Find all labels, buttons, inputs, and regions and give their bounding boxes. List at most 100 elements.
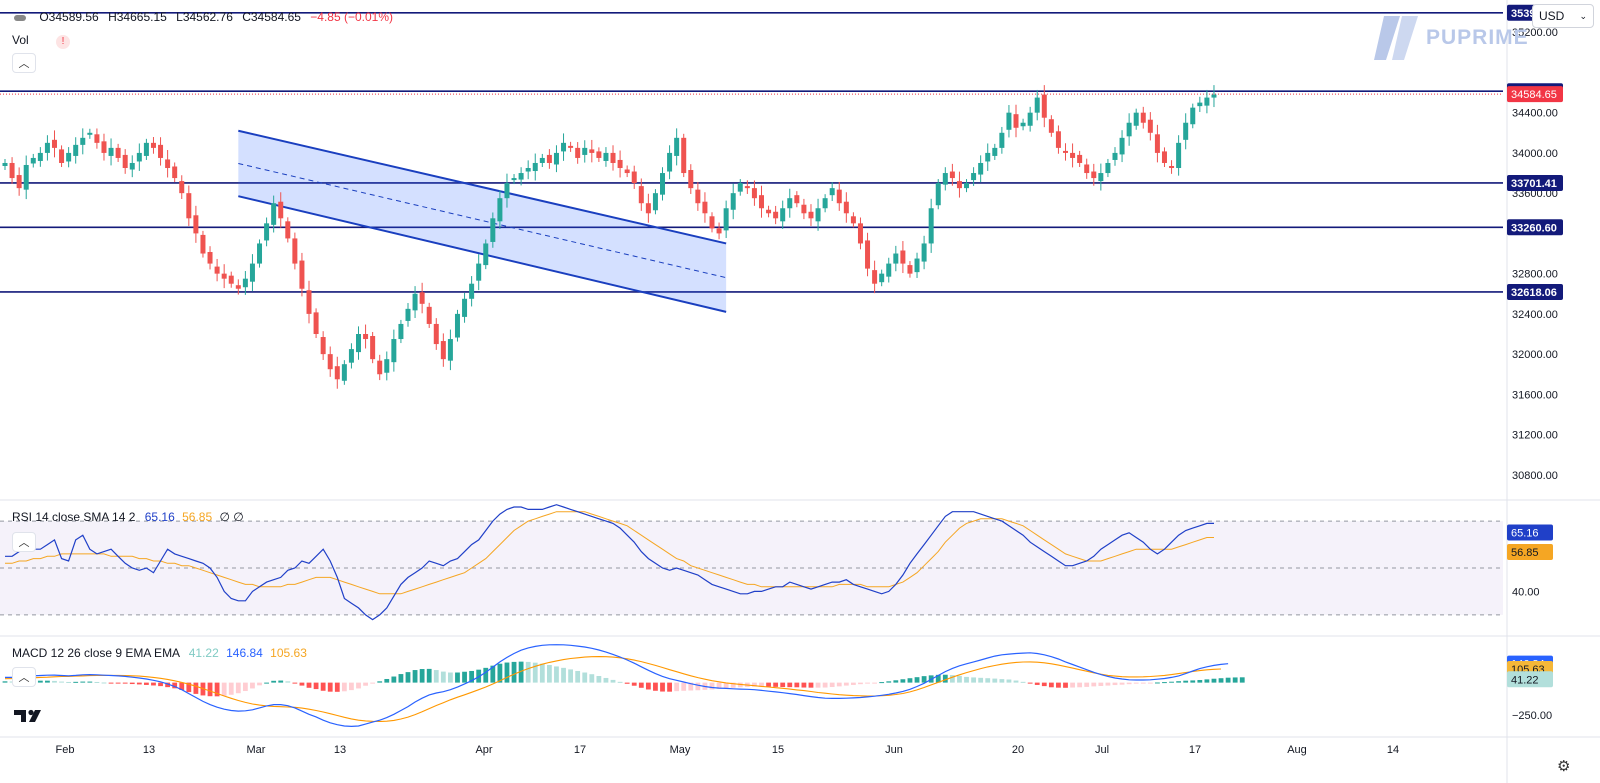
- candle[interactable]: [129, 162, 135, 170]
- candle[interactable]: [1105, 162, 1111, 174]
- candle[interactable]: [207, 252, 213, 264]
- candle[interactable]: [624, 169, 630, 174]
- candle[interactable]: [356, 334, 361, 353]
- candle[interactable]: [1190, 107, 1196, 125]
- candle[interactable]: [744, 186, 750, 189]
- candle[interactable]: [242, 278, 248, 288]
- candle[interactable]: [504, 183, 510, 199]
- candle[interactable]: [1126, 122, 1132, 137]
- candle[interactable]: [327, 354, 333, 370]
- candle[interactable]: [9, 162, 15, 179]
- candle[interactable]: [1077, 154, 1083, 163]
- candle[interactable]: [843, 201, 849, 214]
- candle[interactable]: [1112, 152, 1118, 160]
- candle[interactable]: [150, 142, 156, 148]
- candle[interactable]: [370, 336, 376, 360]
- candle[interactable]: [271, 203, 277, 225]
- candle[interactable]: [299, 260, 305, 289]
- candle[interactable]: [1091, 171, 1097, 179]
- candle[interactable]: [172, 166, 178, 179]
- candle[interactable]: [341, 364, 347, 381]
- channel-lower-line[interactable]: [238, 195, 727, 313]
- candle[interactable]: [872, 270, 878, 284]
- candle[interactable]: [1041, 94, 1047, 118]
- candle[interactable]: [94, 134, 100, 143]
- candle[interactable]: [1020, 122, 1026, 127]
- candle[interactable]: [391, 339, 397, 363]
- candle[interactable]: [674, 137, 680, 156]
- tradingview-logo[interactable]: [12, 707, 44, 730]
- candle[interactable]: [30, 157, 36, 164]
- candle[interactable]: [985, 152, 991, 162]
- candle[interactable]: [143, 142, 149, 156]
- candle[interactable]: [709, 216, 715, 229]
- candle[interactable]: [158, 144, 164, 158]
- candle[interactable]: [603, 152, 609, 161]
- candle[interactable]: [645, 203, 651, 214]
- candle[interactable]: [264, 223, 270, 241]
- candle[interactable]: [292, 238, 298, 264]
- candle[interactable]: [857, 223, 863, 244]
- candle[interactable]: [836, 189, 842, 204]
- candle[interactable]: [956, 181, 962, 189]
- candle[interactable]: [992, 147, 998, 156]
- candle[interactable]: [249, 263, 255, 282]
- candle[interactable]: [2, 162, 8, 166]
- candle[interactable]: [454, 313, 460, 338]
- candle[interactable]: [850, 216, 856, 224]
- candle[interactable]: [893, 253, 899, 264]
- candle[interactable]: [999, 132, 1005, 148]
- candle[interactable]: [16, 175, 22, 189]
- candle[interactable]: [978, 162, 984, 175]
- candle[interactable]: [638, 186, 644, 204]
- candle[interactable]: [773, 211, 779, 219]
- candle[interactable]: [865, 240, 871, 269]
- candle[interactable]: [660, 173, 666, 195]
- candle[interactable]: [1169, 165, 1175, 169]
- candle[interactable]: [1063, 150, 1068, 153]
- candle[interactable]: [115, 147, 121, 158]
- candle[interactable]: [1098, 173, 1104, 182]
- candle[interactable]: [221, 273, 227, 279]
- candle[interactable]: [235, 285, 241, 289]
- candle[interactable]: [1197, 102, 1203, 107]
- candle[interactable]: [1013, 114, 1019, 128]
- candle[interactable]: [214, 266, 220, 274]
- candle[interactable]: [617, 159, 623, 169]
- currency-select[interactable]: USD ⌄: [1532, 4, 1594, 28]
- candle[interactable]: [1048, 119, 1054, 133]
- candle[interactable]: [1006, 112, 1012, 130]
- candle[interactable]: [278, 201, 284, 219]
- candle[interactable]: [313, 312, 319, 335]
- candle[interactable]: [935, 183, 941, 206]
- candle[interactable]: [1055, 131, 1061, 148]
- candle[interactable]: [695, 189, 701, 204]
- candle[interactable]: [1211, 94, 1217, 98]
- candle[interactable]: [525, 168, 531, 172]
- candle[interactable]: [596, 151, 602, 158]
- candle[interactable]: [829, 188, 835, 196]
- candle[interactable]: [730, 193, 736, 210]
- candle[interactable]: [87, 132, 93, 135]
- candle[interactable]: [1034, 97, 1040, 113]
- channel-upper-line[interactable]: [238, 129, 727, 245]
- candle[interactable]: [766, 209, 772, 214]
- candle[interactable]: [320, 337, 326, 355]
- collapse-macd-button[interactable]: ︿: [12, 667, 36, 687]
- candle[interactable]: [419, 292, 425, 304]
- candle[interactable]: [914, 258, 920, 273]
- candle[interactable]: [631, 171, 637, 184]
- candle[interactable]: [879, 273, 885, 283]
- candle[interactable]: [136, 152, 142, 162]
- candle[interactable]: [462, 298, 468, 317]
- candle[interactable]: [723, 208, 729, 231]
- candle[interactable]: [921, 243, 927, 262]
- candle[interactable]: [971, 173, 977, 181]
- candle[interactable]: [80, 137, 86, 145]
- candle[interactable]: [1183, 122, 1189, 140]
- candle[interactable]: [476, 263, 482, 281]
- candle[interactable]: [758, 195, 764, 209]
- candle[interactable]: [801, 204, 807, 214]
- candle[interactable]: [363, 334, 369, 340]
